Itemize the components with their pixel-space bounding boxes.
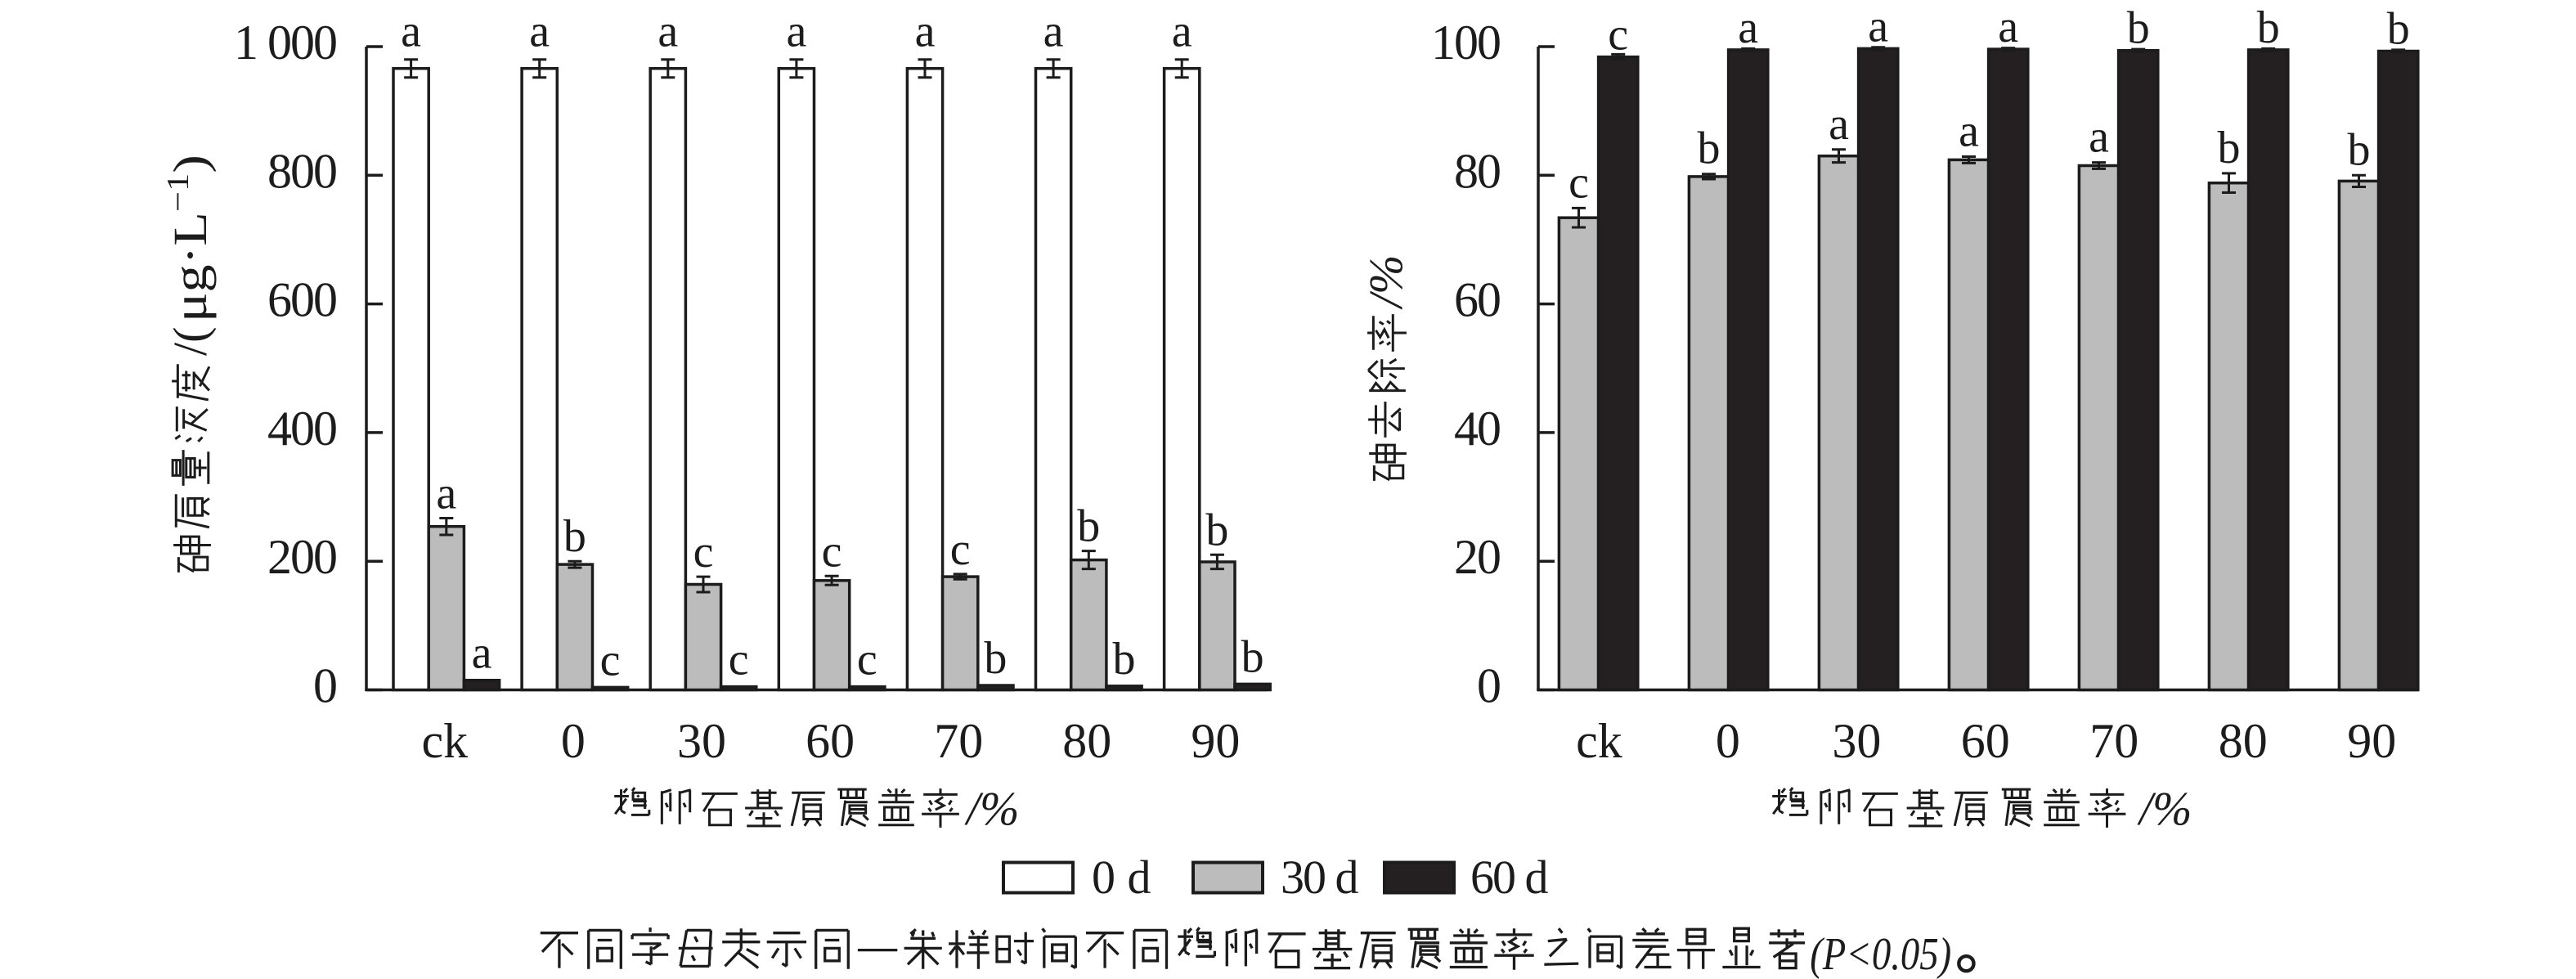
svg-text:a: a bbox=[915, 7, 936, 57]
svg-text:b: b bbox=[1113, 634, 1136, 685]
svg-text:c: c bbox=[600, 635, 621, 685]
svg-text:b: b bbox=[2348, 124, 2371, 175]
svg-text:a: a bbox=[1868, 1, 1888, 52]
svg-text:c: c bbox=[729, 635, 749, 685]
svg-text:600: 600 bbox=[267, 273, 336, 327]
svg-text:0: 0 bbox=[1716, 714, 1740, 768]
svg-text:800: 800 bbox=[267, 144, 336, 198]
svg-text:1 000: 1 000 bbox=[234, 16, 336, 70]
svg-text:90: 90 bbox=[2347, 714, 2396, 768]
svg-text:a: a bbox=[2089, 112, 2109, 163]
svg-text:ck: ck bbox=[421, 714, 468, 768]
svg-text:/%: /% bbox=[2137, 782, 2192, 835]
svg-text:b: b bbox=[2218, 123, 2241, 173]
svg-text:a: a bbox=[1172, 7, 1192, 57]
svg-text:a: a bbox=[401, 7, 421, 57]
svg-text:0: 0 bbox=[1477, 659, 1500, 713]
svg-text:a: a bbox=[436, 469, 456, 519]
svg-text:0: 0 bbox=[561, 714, 586, 768]
svg-text:b: b bbox=[1241, 631, 1264, 682]
svg-text:200: 200 bbox=[267, 530, 336, 584]
svg-text:c: c bbox=[693, 527, 714, 577]
svg-text:ck: ck bbox=[1576, 714, 1622, 768]
svg-text:b: b bbox=[2127, 3, 2150, 54]
svg-text:b: b bbox=[2257, 2, 2280, 53]
svg-text:90: 90 bbox=[1191, 714, 1240, 768]
svg-text:b: b bbox=[1698, 123, 1721, 174]
svg-text:0 d: 0 d bbox=[1092, 851, 1151, 904]
svg-text:a: a bbox=[472, 628, 492, 679]
svg-text:/%: /% bbox=[964, 782, 1019, 835]
svg-text:a: a bbox=[1738, 2, 1758, 53]
svg-text:a: a bbox=[1829, 99, 1849, 150]
svg-text:80: 80 bbox=[1454, 144, 1500, 198]
svg-text:30 d: 30 d bbox=[1281, 851, 1359, 904]
svg-text:(P<0.05): (P<0.05) bbox=[1810, 929, 1951, 979]
svg-text:70: 70 bbox=[2089, 714, 2138, 768]
svg-text:b: b bbox=[984, 633, 1007, 684]
svg-text:c: c bbox=[950, 524, 971, 575]
svg-text:a: a bbox=[529, 7, 550, 57]
svg-text:100: 100 bbox=[1431, 16, 1500, 70]
svg-text:b: b bbox=[1205, 505, 1228, 555]
svg-text:a: a bbox=[1959, 106, 1979, 157]
svg-text:c: c bbox=[822, 526, 842, 577]
svg-text:b: b bbox=[563, 511, 586, 562]
svg-text:b: b bbox=[2387, 4, 2410, 55]
svg-text:/(: /( bbox=[164, 327, 217, 356]
svg-text:a: a bbox=[1998, 2, 2018, 52]
svg-text:a: a bbox=[657, 7, 678, 57]
svg-text:40: 40 bbox=[1454, 402, 1500, 456]
svg-text:b: b bbox=[1077, 501, 1100, 552]
svg-text:70: 70 bbox=[934, 714, 983, 768]
svg-text:60: 60 bbox=[806, 714, 855, 768]
svg-text:c: c bbox=[1608, 10, 1628, 61]
svg-text:/%: /% bbox=[1359, 255, 1412, 310]
svg-text:a: a bbox=[1043, 7, 1064, 57]
svg-text:30: 30 bbox=[677, 714, 726, 768]
svg-text:400: 400 bbox=[267, 402, 336, 456]
svg-text:c: c bbox=[857, 635, 877, 685]
svg-text:60: 60 bbox=[1961, 714, 2010, 768]
svg-text:60: 60 bbox=[1454, 273, 1500, 327]
svg-text:a: a bbox=[786, 7, 806, 57]
svg-text:c: c bbox=[1568, 157, 1589, 208]
svg-text:80: 80 bbox=[2219, 714, 2268, 768]
svg-text:0: 0 bbox=[313, 659, 336, 713]
svg-text:30: 30 bbox=[1832, 714, 1881, 768]
svg-text:20: 20 bbox=[1454, 530, 1500, 584]
svg-text:60 d: 60 d bbox=[1470, 851, 1549, 904]
svg-text:80: 80 bbox=[1062, 714, 1111, 768]
